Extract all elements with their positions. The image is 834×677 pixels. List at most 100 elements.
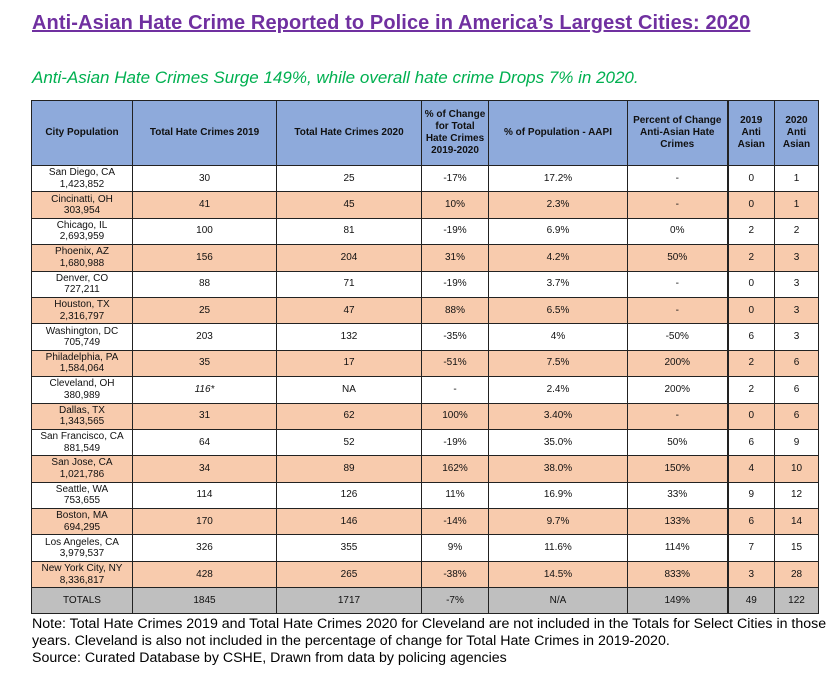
city-population: 881,549: [63, 442, 101, 454]
cell-city: San Francisco, CA 881,549: [31, 428, 133, 457]
cell-chg: -14%: [421, 508, 489, 536]
table-row: Houston, TX 2,316,797 25 47 88% 6.5% -0 3: [31, 296, 819, 325]
cell-t2019: 41: [132, 191, 277, 219]
subtitle: Anti-Asian Hate Crimes Surge 149%, while…: [32, 68, 639, 87]
cell-a2020: 3: [774, 323, 819, 351]
cell-aapi: 2.3%: [488, 191, 628, 219]
header-anti-asian-2020: 2020 Anti Asian: [774, 100, 819, 166]
header-anti-asian-2019: 2019 Anti Asian: [726, 100, 775, 166]
cell-a2020: 2: [774, 217, 819, 246]
cell-t2019: 326: [132, 534, 277, 562]
cell-aapi: 38.0%: [488, 455, 628, 483]
cell-city: Cincinatti, OH 303,954: [31, 191, 133, 219]
cell-chg: -: [421, 376, 489, 404]
cell-aachg: 200%: [627, 376, 728, 404]
city-name: Phoenix, AZ: [55, 246, 109, 258]
cell-t2020: 204: [276, 244, 422, 272]
cell-a2019: 6: [726, 323, 775, 351]
city-name: Chicago, IL: [56, 219, 108, 231]
cell-aachg: 133%: [627, 508, 728, 536]
cell-city: Los Angeles, CA 3,979,537: [31, 534, 133, 562]
city-name: Cleveland, OH: [49, 378, 115, 390]
cell-a2019: 9: [726, 481, 775, 510]
cell-t2020: NA: [276, 376, 422, 404]
cell-t2019: 88: [132, 270, 277, 298]
table-row: Seattle, WA 753,655 114 126 11% 16.9% 33% 9 12: [31, 481, 819, 510]
cell-a2019: 6: [726, 508, 775, 536]
city-population: 1,423,852: [59, 178, 105, 190]
cell-a2019: 0: [726, 402, 775, 430]
city-name: Washington, DC: [45, 325, 119, 337]
city-population: 303,954: [63, 205, 101, 217]
cell-t2019: 35: [132, 349, 277, 378]
cell-aachg: -: [627, 296, 728, 325]
cell-t2020: 62: [276, 402, 422, 430]
city-name: Philadelphia, PA: [45, 351, 119, 363]
city-population: 8,336,817: [59, 574, 105, 586]
totals-label: TOTALS: [31, 587, 133, 615]
cell-aapi: 7.5%: [488, 349, 628, 378]
cell-a2020: 28: [774, 560, 819, 589]
city-name: Houston, TX: [54, 299, 110, 311]
cell-a2020: 3: [774, 244, 819, 272]
cell-aachg: 833%: [627, 560, 728, 589]
cell-chg: 100%: [421, 402, 489, 430]
city-name: San Francisco, CA: [40, 431, 124, 443]
city-population: 380,989: [63, 389, 101, 401]
totals-row: TOTALS 1845 1717 -7% N/A 149% 49 122: [31, 587, 819, 615]
totals-aachg: 149%: [627, 587, 728, 615]
cell-aapi: 4.2%: [488, 244, 628, 272]
cell-city: San Diego, CA 1,423,852: [31, 164, 133, 193]
cell-t2020: 355: [276, 534, 422, 562]
cell-city: Boston, MA 694,295: [31, 508, 133, 536]
city-population: 1,343,565: [59, 416, 105, 428]
table-row: Cincinatti, OH 303,954 41 45 10% 2.3% -0 1: [31, 191, 819, 219]
cell-city: San Jose, CA 1,021,786: [31, 455, 133, 483]
cell-chg: 11%: [421, 481, 489, 510]
cell-a2020: 1: [774, 164, 819, 193]
cell-a2019: 7: [726, 534, 775, 562]
cell-t2019: 116*: [132, 376, 277, 404]
cell-t2020: 71: [276, 270, 422, 298]
cell-chg: -17%: [421, 164, 489, 193]
city-name: Los Angeles, CA: [45, 536, 119, 548]
cell-aapi: 14.5%: [488, 560, 628, 589]
city-population: 1,021,786: [59, 468, 105, 480]
cell-a2019: 0: [726, 270, 775, 298]
cell-a2019: 3: [726, 560, 775, 589]
cell-chg: 88%: [421, 296, 489, 325]
cell-a2019: 0: [726, 296, 775, 325]
note-text: Note: Total Hate Crimes 2019 and Total H…: [32, 616, 827, 649]
city-population: 753,655: [63, 495, 101, 507]
cell-aachg: -: [627, 402, 728, 430]
header-aapi: % of Population - AAPI: [488, 100, 628, 166]
footnote: Note: Total Hate Crimes 2019 and Total H…: [32, 616, 832, 667]
cell-aachg: 50%: [627, 244, 728, 272]
totals-t2019: 1845: [132, 587, 277, 615]
cell-a2020: 6: [774, 402, 819, 430]
cell-city: New York City, NY 8,336,817: [31, 560, 133, 589]
city-name: Cincinatti, OH: [51, 193, 113, 205]
cell-t2019: 100: [132, 217, 277, 246]
table-row: San Diego, CA 1,423,852 30 25 -17% 17.2% -0 1: [31, 164, 819, 193]
table-row: San Jose, CA 1,021,786 34 89 162% 38.0% 150% 4 1…: [31, 455, 819, 483]
cell-a2020: 6: [774, 376, 819, 404]
cell-a2020: 1: [774, 191, 819, 219]
cell-aachg: -50%: [627, 323, 728, 351]
city-name: Boston, MA: [56, 510, 108, 522]
header-change: % of Change for Total Hate Crimes 2019-2…: [421, 100, 489, 166]
cell-aapi: 17.2%: [488, 164, 628, 193]
cell-t2020: 146: [276, 508, 422, 536]
cell-city: Philadelphia, PA 1,584,064: [31, 349, 133, 378]
city-population: 705,749: [63, 337, 101, 349]
cell-chg: -19%: [421, 270, 489, 298]
cell-a2019: 0: [726, 164, 775, 193]
city-name: Dallas, TX: [59, 404, 105, 416]
cell-aapi: 16.9%: [488, 481, 628, 510]
cell-aapi: 6.9%: [488, 217, 628, 246]
cell-chg: 162%: [421, 455, 489, 483]
cell-a2019: 6: [726, 428, 775, 457]
cell-aachg: 50%: [627, 428, 728, 457]
header-city: City Population: [31, 100, 133, 166]
city-name: New York City, NY: [41, 563, 123, 575]
